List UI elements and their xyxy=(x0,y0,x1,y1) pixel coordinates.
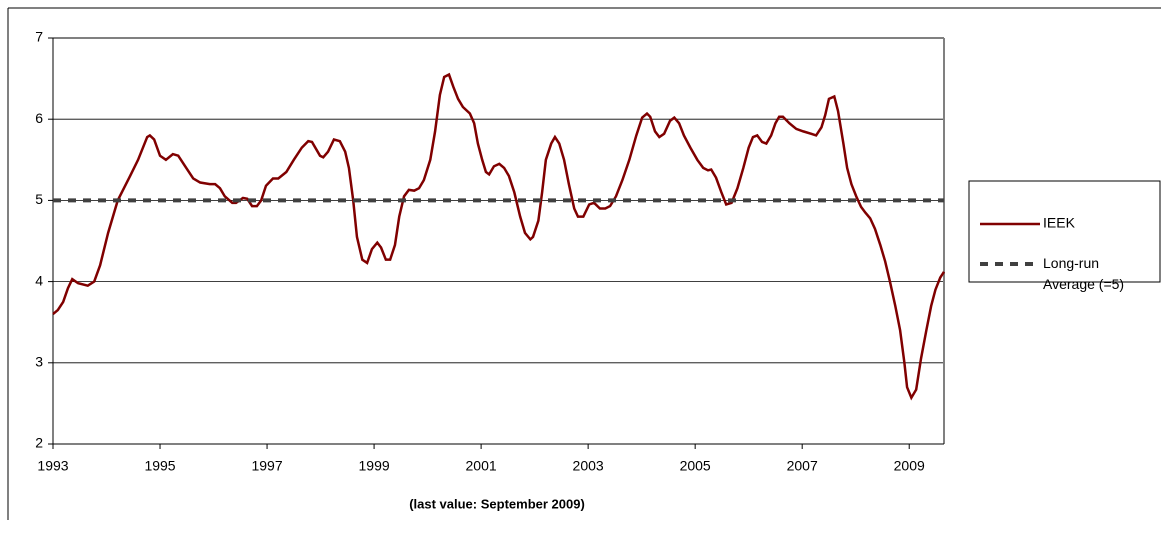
y-tick-label: 2 xyxy=(35,435,43,451)
x-tick-label: 2007 xyxy=(787,458,818,474)
x-tick-label: 1997 xyxy=(251,458,282,474)
legend-label: Long-run Average (=5) xyxy=(1043,255,1124,292)
annotation: (last value: September 2009) xyxy=(409,496,585,511)
y-tick-label: 6 xyxy=(35,110,43,126)
x-tick-label: 2009 xyxy=(894,458,925,474)
x-tick-label: 1993 xyxy=(37,458,68,474)
y-tick-label: 3 xyxy=(35,354,43,370)
legend-label: IEEK xyxy=(1043,215,1076,231)
x-tick-label: 2003 xyxy=(573,458,604,474)
y-tick-label: 5 xyxy=(35,191,43,207)
data-line xyxy=(52,72,946,401)
legend-box xyxy=(968,180,1161,283)
y-tick-label: 7 xyxy=(35,29,43,45)
x-tick-label: 1999 xyxy=(359,458,390,474)
y-tick-label: 4 xyxy=(35,272,43,288)
x-tick-label: 2005 xyxy=(680,458,711,474)
x-tick-label: 1995 xyxy=(144,458,175,474)
x-tick-label: 2001 xyxy=(466,458,497,474)
